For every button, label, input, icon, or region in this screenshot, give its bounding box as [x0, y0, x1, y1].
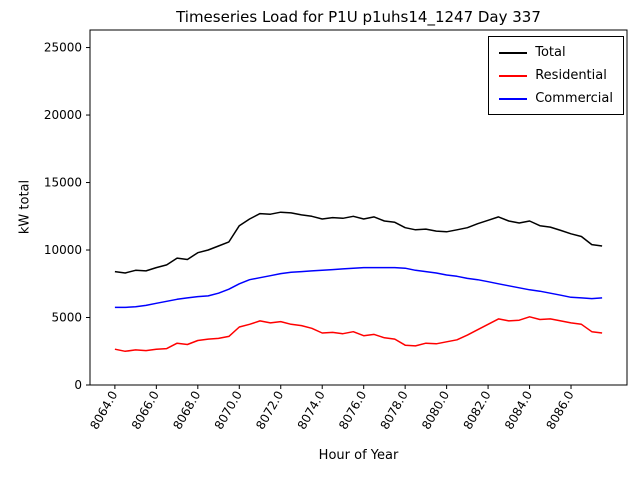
legend-label-residential: Residential [535, 68, 607, 83]
y-tick-label: 10000 [44, 243, 82, 257]
legend-item-commercial: Commercial [499, 91, 613, 106]
legend-label-commercial: Commercial [535, 91, 613, 106]
commercial-line-swatch [499, 97, 528, 100]
chart-title: Timeseries Load for P1U p1uhs14_1247 Day… [176, 8, 541, 26]
x-tick-label: 8064.0 [87, 389, 120, 432]
x-tick-label: 8072.0 [253, 389, 286, 432]
x-tick-label: 8086.0 [543, 389, 576, 432]
x-tick-label: 8074.0 [295, 389, 328, 432]
y-tick-label: 0 [74, 378, 82, 392]
x-tick-label: 8066.0 [129, 389, 162, 432]
x-axis-label: Hour of Year [318, 448, 399, 463]
series-line-commercial [114, 266, 603, 309]
residential-line-swatch [499, 74, 528, 77]
x-tick-label: 8076.0 [336, 389, 369, 432]
x-tick-label: 8080.0 [419, 389, 452, 432]
legend-item-total: Total [499, 45, 613, 60]
x-tick-label: 8084.0 [502, 389, 535, 432]
y-tick-label: 5000 [51, 311, 82, 325]
x-tick-label: 8070.0 [212, 389, 245, 432]
y-axis-label: kW total [17, 179, 33, 235]
y-tick-label: 25000 [44, 41, 82, 55]
total-line-swatch [499, 51, 528, 54]
legend: Total Residential Commercial [488, 36, 624, 115]
x-tick-label: 8082.0 [461, 389, 494, 432]
x-tick-label: 8068.0 [170, 389, 203, 432]
series-line-total [114, 211, 603, 274]
axes-frame [89, 29, 628, 386]
series-line-residential [114, 316, 603, 353]
x-tick-label: 8078.0 [378, 389, 411, 432]
y-tick-label: 20000 [44, 108, 82, 122]
y-tick-label: 15000 [44, 176, 82, 190]
legend-label-total: Total [535, 45, 566, 60]
legend-item-residential: Residential [499, 68, 613, 83]
